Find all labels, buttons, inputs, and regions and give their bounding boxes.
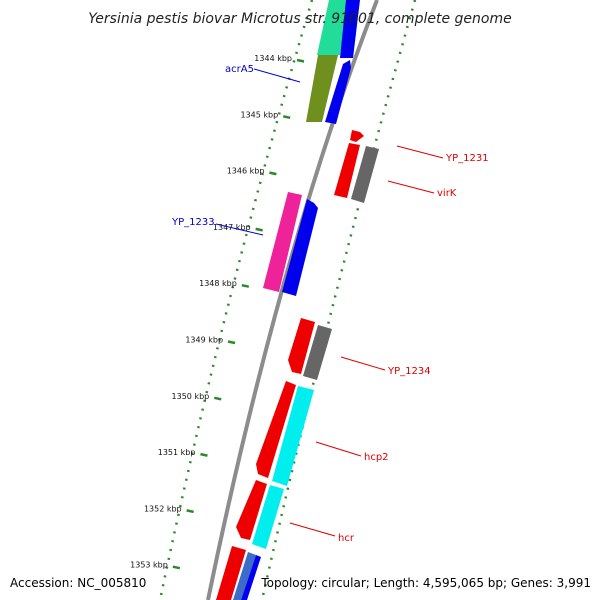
gene-label-hcr: hcr (338, 533, 355, 544)
gene-feature (252, 485, 284, 549)
gene-label-hcp2: hcp2 (364, 452, 389, 463)
gene-label-YP_1233: YP_1233 (171, 217, 215, 228)
tick-mark (269, 171, 277, 176)
tick-mark (241, 283, 250, 288)
label-leader (396, 145, 444, 159)
gene-feature (325, 60, 351, 124)
tick-label: 1348 kbp (199, 279, 237, 288)
gene-feature (334, 143, 360, 198)
tick-label: 1352 kbp (144, 504, 182, 513)
feature-layer (216, 0, 379, 600)
gene-feature (236, 480, 267, 540)
gene-label-virK: virK (437, 188, 457, 199)
gene-feature (256, 381, 296, 478)
gene-label-YP_1234: YP_1234 (387, 366, 431, 377)
tick-label: 1345 kbp (241, 110, 279, 119)
gene-feature (272, 386, 314, 486)
label-leader (215, 223, 264, 236)
tick-mark (213, 396, 222, 401)
gene-feature (351, 146, 379, 203)
tick-label: 1349 kbp (185, 336, 223, 345)
label-leader (253, 68, 301, 83)
tick-mark (186, 509, 194, 514)
gene-feature (340, 0, 360, 58)
label-layer: acrA5 YP_1233 YP_1231 virK YP_1234 hcp2 … (171, 64, 489, 544)
label-leader (289, 522, 336, 537)
tick-label: 1344 kbp (254, 54, 292, 63)
tick-label: 1351 kbp (158, 448, 196, 457)
tick-mark (172, 565, 181, 570)
tick-mark (296, 58, 305, 63)
gene-feature (282, 199, 318, 296)
gene-feature (288, 318, 315, 374)
gene-label-YP_1231: YP_1231 (445, 153, 489, 164)
genome-summary-text: Topology: circular; Length: 4,595,065 bp… (260, 576, 591, 590)
tick-label: 1346 kbp (227, 167, 265, 176)
tick-mark (282, 115, 291, 120)
gene-feature (241, 555, 261, 600)
gene-feature (350, 130, 364, 142)
backbone-layer (158, 0, 417, 600)
tick-mark (200, 452, 208, 457)
gene-feature (263, 192, 302, 292)
tick-mark (227, 340, 236, 345)
gene-feature (306, 55, 338, 122)
gene-feature (233, 552, 256, 600)
genome-backbone (206, 0, 379, 600)
gene-label-acrA5: acrA5 (225, 64, 254, 75)
gene-feature (303, 325, 332, 380)
gene-feature (216, 546, 246, 600)
label-leader (315, 441, 362, 457)
tick-mark (255, 227, 263, 232)
accession-text: Accession: NC_005810 (10, 576, 146, 590)
map-title: Yersinia pestis biovar Microtus str. 910… (88, 11, 511, 27)
tick-label: 1353 kbp (130, 561, 168, 570)
inner-dotted-ring (158, 0, 314, 600)
label-leader (340, 356, 386, 371)
tick-label: 1350 kbp (172, 392, 210, 401)
label-leader (387, 180, 435, 194)
